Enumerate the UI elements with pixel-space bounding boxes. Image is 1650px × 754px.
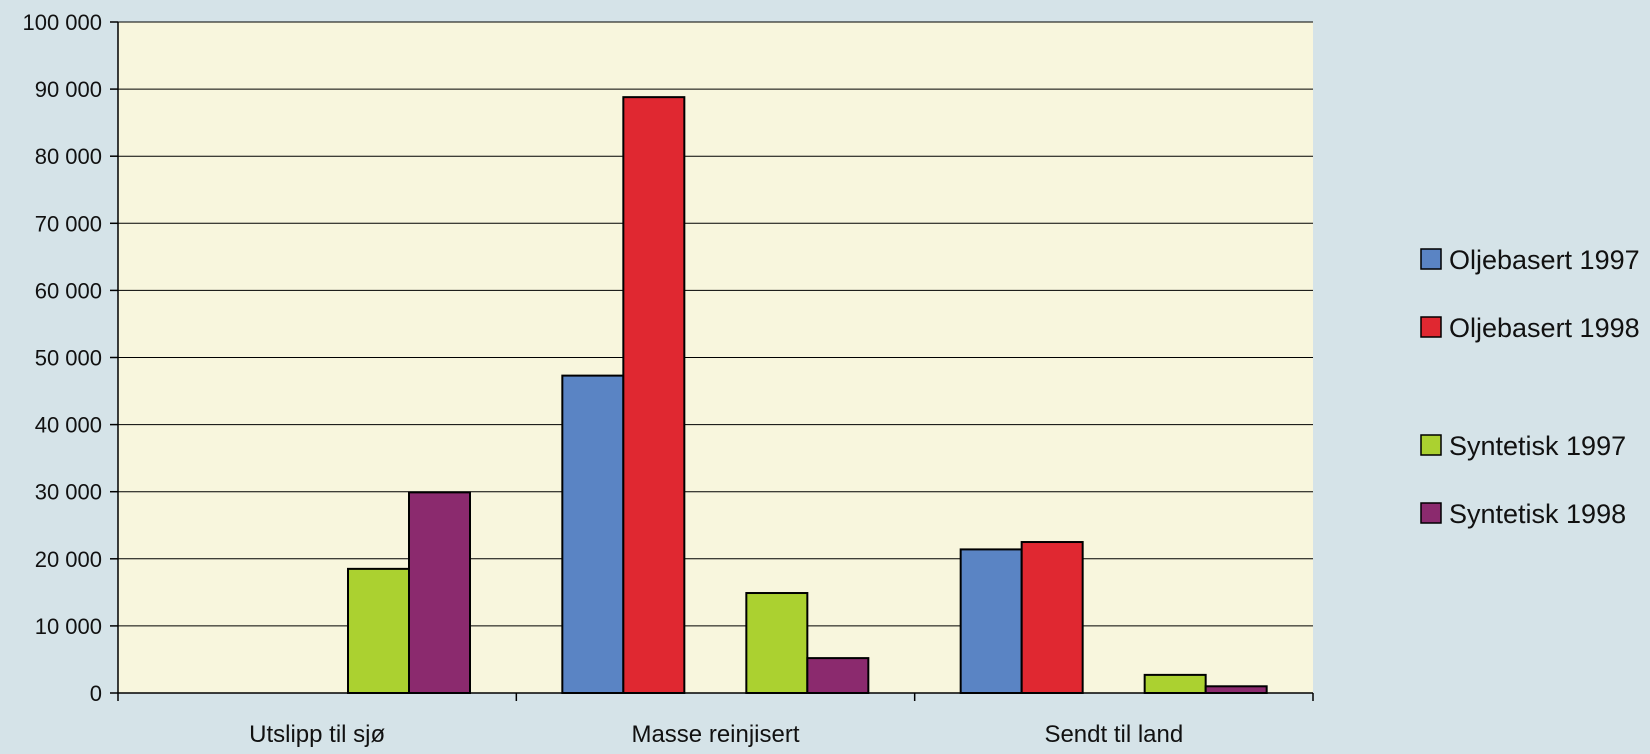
x-category-label: Sendt til land	[1044, 721, 1183, 748]
bar-oljebasert-1998-2	[622, 96, 686, 695]
legend-swatch	[1420, 316, 1442, 338]
x-category-label: Utslipp til sjø	[249, 721, 385, 748]
x-category-label: Masse reinjisert	[631, 721, 799, 748]
legend-swatch	[1420, 434, 1442, 456]
bar-syntetisk-1998-1	[408, 491, 471, 694]
bar-oljebasert-1997-2	[561, 374, 625, 694]
bar-syntetisk-1998-2	[806, 657, 870, 694]
bars	[347, 96, 1268, 695]
y-axis-ticks: 0 10 000 20 000 30 000 40 000 50 000 60 000 70 …	[22, 10, 118, 706]
y-tick-label: 60 000	[35, 278, 102, 303]
legend-swatch	[1420, 502, 1442, 524]
y-tick-label: 10 000	[35, 614, 102, 639]
y-tick-label: 30 000	[35, 480, 102, 505]
x-axis-categories: Utslipp til sjø Masse reinjisert Sendt til…	[249, 721, 1183, 748]
y-tick-label: 70 000	[35, 211, 102, 236]
legend-label: Syntetisk 1997	[1449, 431, 1626, 461]
bar-oljebasert-1998-3	[1020, 541, 1084, 695]
y-tick-label: 50 000	[35, 346, 102, 371]
bar-syntetisk-1997-2	[745, 592, 809, 694]
bar-syntetisk-1997-3	[1143, 673, 1207, 694]
legend-label: Syntetisk 1998	[1449, 499, 1626, 529]
y-tick-label: 0	[90, 681, 102, 706]
y-tick-label: 40 000	[35, 413, 102, 438]
legend-label: Oljebasert 1997	[1449, 245, 1640, 275]
y-tick-label: 20 000	[35, 547, 102, 572]
y-tick-label: 90 000	[35, 77, 102, 102]
legend-swatch	[1420, 248, 1442, 270]
y-tick-label: 100 000	[22, 10, 102, 35]
legend: Oljebasert 1997 Oljebasert 1998 Syntetisk …	[1420, 245, 1640, 529]
grid-lines	[118, 21, 1313, 627]
bar-syntetisk-1998-3	[1204, 685, 1268, 694]
bar-oljebasert-1997-3	[959, 548, 1023, 694]
bar-syntetisk-1997-1	[347, 567, 410, 694]
y-tick-label: 80 000	[35, 144, 102, 169]
legend-label: Oljebasert 1998	[1449, 313, 1640, 343]
